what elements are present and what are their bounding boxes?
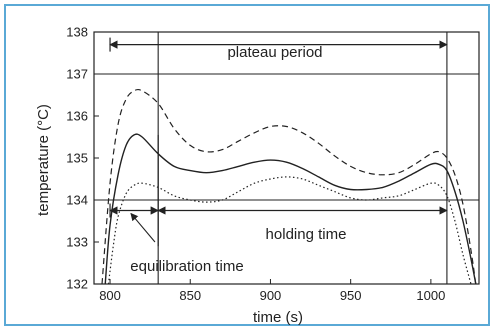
reference-lines — [94, 32, 479, 284]
x-tick-label: 1000 — [416, 288, 445, 303]
x-tick-label: 900 — [260, 288, 282, 303]
figure-frame — [4, 4, 490, 326]
series-group — [101, 88, 477, 284]
y-tick-label: 137 — [66, 67, 88, 82]
x-axis: 800 850 900 950 1000 — [99, 279, 445, 303]
plateau-period-label: plateau period — [227, 44, 322, 61]
x-axis-label: time (s) — [253, 309, 303, 326]
plot-area — [93, 31, 480, 285]
holding-time-label: holding time — [266, 226, 347, 243]
series-line-dotted — [107, 176, 472, 284]
equilibration-pointer-arrow — [130, 212, 156, 243]
y-tick-label: 132 — [66, 277, 88, 292]
x-tick-label: 800 — [99, 288, 121, 303]
series-line-dashed — [101, 88, 477, 284]
annotations — [109, 37, 448, 247]
x-tick-label: 950 — [340, 288, 362, 303]
y-tick-label: 133 — [66, 235, 88, 250]
series-line-solid — [104, 133, 477, 284]
y-axis: 132 133 134 135 136 137 138 — [66, 25, 99, 292]
y-tick-label: 134 — [66, 193, 88, 208]
equilibration-time-label: equilibration time — [130, 258, 243, 275]
y-axis-label: temperature (°C) — [35, 104, 52, 216]
y-tick-label: 135 — [66, 151, 88, 166]
x-tick-label: 850 — [179, 288, 201, 303]
y-tick-label: 138 — [66, 25, 88, 40]
y-tick-label: 136 — [66, 109, 88, 124]
